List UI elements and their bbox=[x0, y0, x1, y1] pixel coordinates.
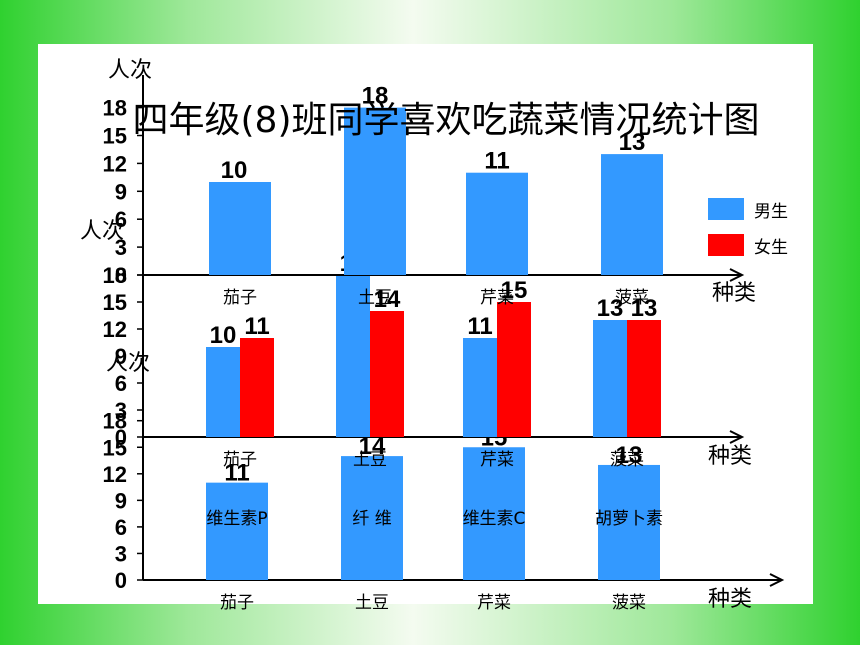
slide-background bbox=[38, 44, 813, 604]
y-axis-title: 人次 bbox=[80, 219, 124, 244]
bar-value-label-girls: 14 bbox=[374, 286, 401, 313]
x-category-label: 菠菜 bbox=[615, 288, 649, 308]
bar-girls bbox=[627, 320, 661, 437]
bar-value-label: 18 bbox=[362, 83, 389, 110]
bar-girls bbox=[370, 311, 404, 437]
x-axis-arrow bbox=[769, 573, 785, 587]
y-tick-label: 3 bbox=[115, 398, 127, 423]
y-tick-label: 15 bbox=[103, 124, 127, 149]
y-tick-label: 15 bbox=[103, 290, 127, 315]
x-category-label: 土豆 bbox=[355, 593, 389, 613]
x-axis-arrow bbox=[729, 430, 745, 444]
x-category-label: 菠菜 bbox=[610, 450, 644, 470]
bar-value-label: 11 bbox=[224, 460, 249, 487]
x-category-label: 芹菜 bbox=[480, 288, 514, 308]
y-tick-label: 9 bbox=[115, 344, 127, 369]
bar-value-label-girls: 13 bbox=[631, 295, 658, 322]
bar-value-label: 13 bbox=[619, 129, 646, 156]
bar-value-label: 10 bbox=[221, 157, 248, 184]
x-axis-title: 种类 bbox=[708, 587, 752, 612]
bar-boys bbox=[593, 320, 627, 437]
nutrient-label: 维生素P bbox=[206, 509, 267, 529]
bar-value-label: 11 bbox=[484, 148, 509, 175]
bar bbox=[344, 107, 406, 275]
y-tick-label: 3 bbox=[115, 541, 127, 566]
y-tick-label: 15 bbox=[103, 435, 127, 460]
y-tick-label: 6 bbox=[115, 371, 127, 396]
x-category-label: 茄子 bbox=[223, 288, 257, 308]
x-category-label: 芹菜 bbox=[477, 593, 511, 613]
y-tick-label: 0 bbox=[115, 263, 127, 288]
y-axis-title: 人次 bbox=[108, 58, 152, 83]
bar bbox=[466, 172, 528, 275]
y-tick-label: 12 bbox=[103, 462, 127, 487]
y-tick-label: 12 bbox=[103, 151, 127, 176]
y-tick-label: 9 bbox=[115, 179, 127, 204]
bar-value-label-boys: 13 bbox=[597, 295, 624, 322]
bar-value-label-girls: 11 bbox=[244, 313, 269, 340]
bar bbox=[209, 182, 271, 275]
x-category-label: 菠菜 bbox=[612, 593, 646, 613]
bar-girls bbox=[240, 338, 274, 437]
bar-boys bbox=[336, 275, 370, 437]
legend-label-boys: 男生 bbox=[754, 202, 788, 222]
bar bbox=[463, 447, 525, 580]
nutrient-label: 纤 维 bbox=[352, 509, 391, 529]
x-category-label: 芹菜 bbox=[480, 450, 514, 470]
y-tick-label: 18 bbox=[103, 409, 127, 434]
y-tick-label: 0 bbox=[115, 425, 127, 450]
y-tick-label: 12 bbox=[103, 317, 127, 342]
y-tick-label: 6 bbox=[115, 207, 127, 232]
bar-value-label-boys: 11 bbox=[467, 313, 492, 340]
legend-swatch-boys bbox=[708, 198, 744, 220]
y-tick-label: 6 bbox=[115, 515, 127, 540]
x-category-label: 茄子 bbox=[220, 593, 254, 613]
bar-boys bbox=[206, 347, 240, 437]
y-tick-label: 3 bbox=[115, 235, 127, 260]
x-category-label: 土豆 bbox=[353, 450, 387, 470]
bar bbox=[341, 456, 403, 580]
x-axis-title: 种类 bbox=[712, 281, 756, 306]
y-tick-label: 18 bbox=[103, 263, 127, 288]
x-axis-title: 种类 bbox=[708, 444, 752, 469]
legend-label-girls: 女生 bbox=[754, 238, 788, 258]
bar bbox=[601, 154, 663, 275]
chart-title: 四年级(8)班同学喜欢吃蔬菜情况统计图 bbox=[133, 100, 760, 141]
y-tick-label: 18 bbox=[103, 96, 127, 121]
x-category-label: 土豆 bbox=[358, 288, 392, 308]
bar-girls bbox=[497, 302, 531, 437]
bar bbox=[598, 464, 660, 580]
legend-swatch-girls bbox=[708, 234, 744, 256]
y-tick-label: 0 bbox=[115, 568, 127, 593]
bar-value-label-girls: 15 bbox=[501, 277, 528, 304]
bar-value-label: 13 bbox=[616, 442, 643, 469]
y-tick-label: 9 bbox=[115, 488, 127, 513]
bar bbox=[206, 482, 268, 580]
bar-value-label-boys: 10 bbox=[210, 322, 237, 349]
bar-boys bbox=[463, 338, 497, 437]
x-axis-arrow bbox=[729, 268, 745, 282]
nutrient-label: 胡萝卜素 bbox=[595, 509, 663, 529]
nutrient-label: 维生素C bbox=[463, 509, 526, 529]
x-category-label: 茄子 bbox=[223, 450, 257, 470]
